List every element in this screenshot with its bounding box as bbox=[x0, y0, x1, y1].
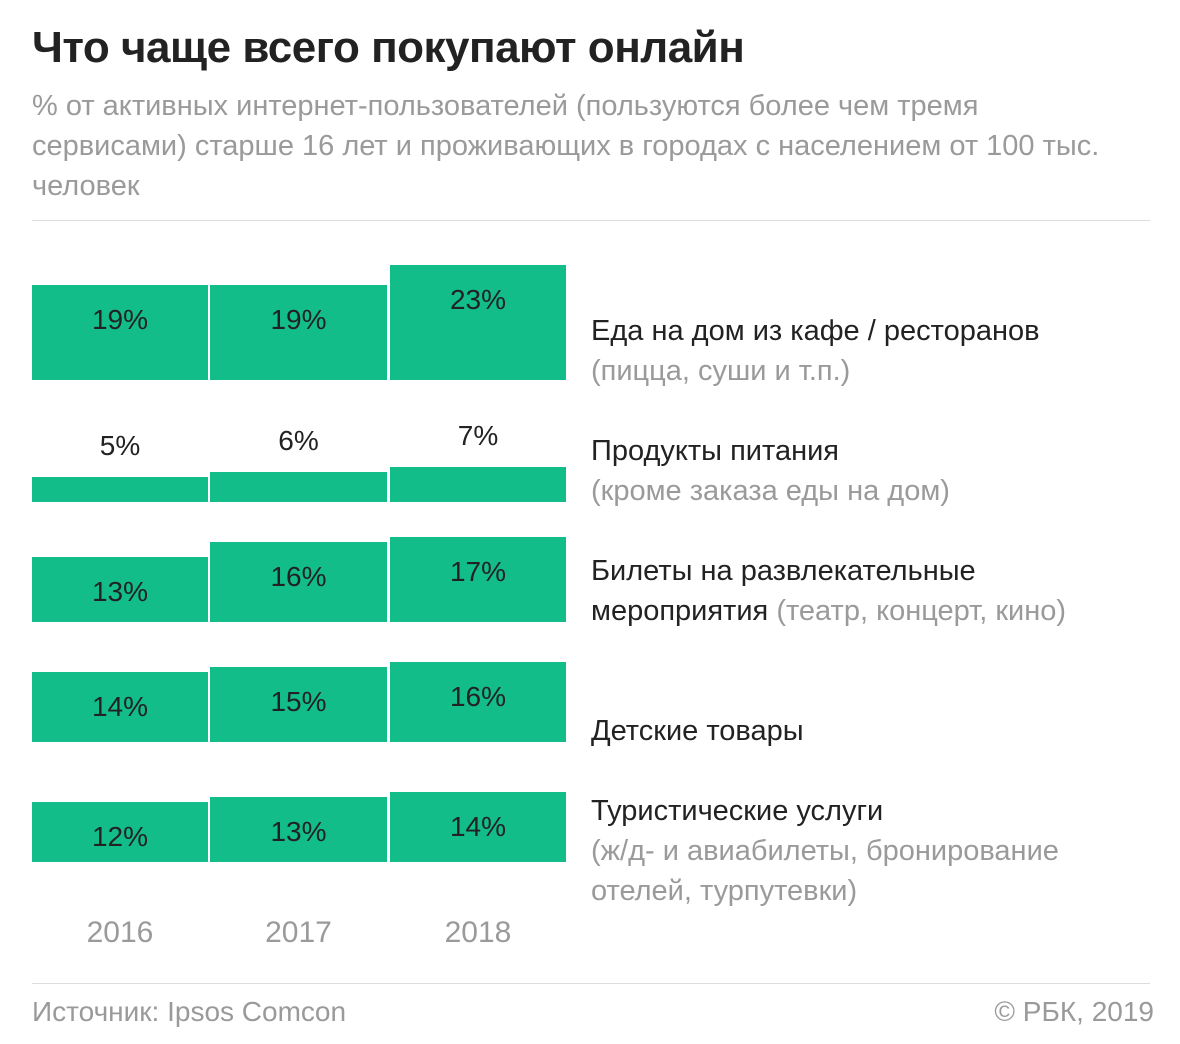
category-note: (кроме заказа еды на дом) bbox=[591, 475, 950, 507]
top-divider bbox=[32, 220, 1150, 221]
category-label-travel: Туристические услуги (ж/д- и авиабилеты,… bbox=[591, 791, 1171, 911]
bar-value-label: 14% bbox=[450, 811, 506, 842]
bar-value-label: 7% bbox=[458, 420, 498, 451]
chart-title: Что чаще всего покупают онлайн bbox=[32, 23, 745, 72]
bar-value-label: 19% bbox=[92, 304, 148, 335]
year-label-2016: 2016 bbox=[87, 916, 154, 949]
bar-value-label: 14% bbox=[92, 691, 148, 722]
chart-subtitle: % от активных интернет-пользователей (по… bbox=[32, 90, 1100, 202]
year-label-2018: 2018 bbox=[445, 916, 512, 949]
bar-3-2018 bbox=[390, 537, 566, 622]
bar-value-label: 13% bbox=[270, 816, 326, 847]
category-note: (театр, концерт, кино) bbox=[776, 595, 1067, 627]
category-name: Билеты на развлекательные bbox=[591, 555, 976, 587]
copyright: © РБК, 2019 bbox=[994, 996, 1154, 1027]
bar-4-2016 bbox=[32, 672, 208, 742]
category-note: (ж/д- и авиабилеты, бронирование bbox=[591, 835, 1059, 867]
category-name-cont: мероприятия bbox=[591, 595, 769, 627]
bar-5-2016 bbox=[32, 802, 208, 862]
category-note: (пицца, суши и т.п.) bbox=[591, 355, 851, 387]
bar-1-2018 bbox=[390, 265, 566, 380]
bottom-divider bbox=[32, 983, 1150, 984]
category-name: Еда на дом из кафе / ресторанов bbox=[591, 315, 1040, 347]
source-note: Источник: Ipsos Comcon bbox=[32, 996, 347, 1027]
bar-1-2016 bbox=[32, 285, 208, 380]
bar-value-label: 12% bbox=[92, 821, 148, 852]
category-label-groceries: Продукты питания (кроме заказа еды на до… bbox=[591, 431, 1171, 511]
category-label-kids-goods: Детские товары bbox=[591, 711, 1171, 751]
category-note-cont: отелей, турпутевки) bbox=[591, 875, 858, 907]
category-name: Туристические услуги bbox=[591, 795, 884, 827]
bar-4-2017 bbox=[210, 667, 387, 742]
category-label-event-tickets: Билеты на развлекательные мероприятия (т… bbox=[591, 551, 1171, 631]
bar-3-2017 bbox=[210, 542, 387, 622]
bar-value-label: 16% bbox=[450, 681, 506, 712]
category-name: Детские товары bbox=[591, 715, 804, 747]
bar-value-label: 17% bbox=[450, 556, 506, 587]
bar-value-label: 15% bbox=[270, 686, 326, 717]
bar-value-label: 19% bbox=[270, 304, 326, 335]
bar-value-label: 6% bbox=[278, 425, 318, 456]
year-label-2017: 2017 bbox=[265, 916, 332, 949]
category-label-food-delivery: Еда на дом из кафе / ресторанов (пицца, … bbox=[591, 311, 1171, 391]
bar-2-2016 bbox=[32, 477, 208, 502]
bar-3-2016 bbox=[32, 557, 208, 622]
category-name: Продукты питания bbox=[591, 435, 839, 467]
bar-2-2018 bbox=[390, 467, 566, 502]
bar-value-label: 5% bbox=[100, 430, 140, 461]
bar-5-2017 bbox=[210, 797, 387, 862]
bar-2-2017 bbox=[210, 472, 387, 502]
bar-5-2018 bbox=[390, 792, 566, 862]
bar-value-label: 16% bbox=[270, 561, 326, 592]
bar-1-2017 bbox=[210, 285, 387, 380]
bar-value-label: 23% bbox=[450, 284, 506, 315]
bar-4-2018 bbox=[390, 662, 566, 742]
bar-value-label: 13% bbox=[92, 576, 148, 607]
